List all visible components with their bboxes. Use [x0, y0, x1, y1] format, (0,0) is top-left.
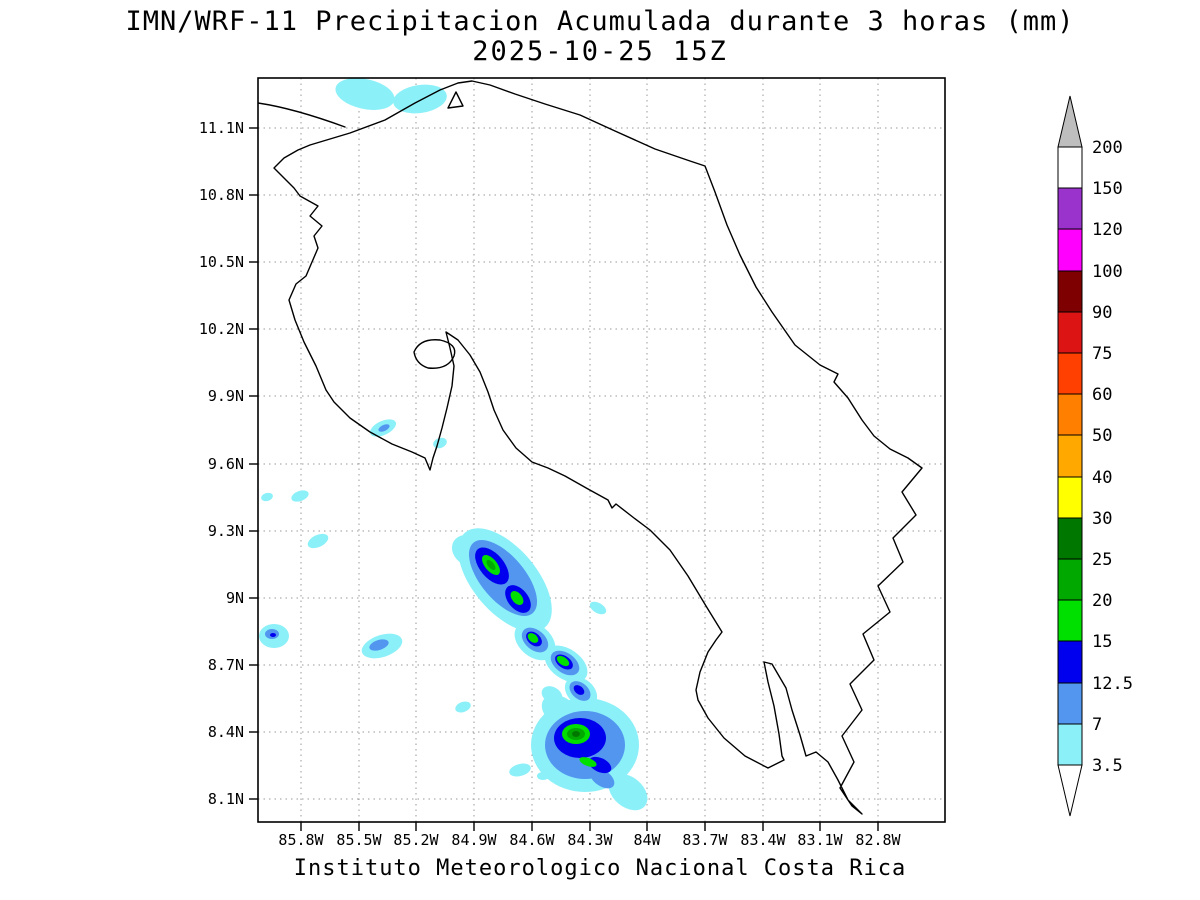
lat-tick-label: 8.4N: [208, 723, 244, 741]
precip-blob: [541, 686, 563, 704]
costa-rica-coastline: [273, 80, 923, 815]
colorbar-cell: [1057, 434, 1083, 478]
precip-blob: [486, 560, 496, 570]
colorbar-label: 75: [1092, 344, 1112, 364]
isla-chira-outline: [413, 339, 456, 369]
lon-tick-label: 82.8W: [855, 831, 901, 849]
colorbar-label: 100: [1092, 262, 1123, 282]
latitude-axis: 11.1N 10.8N 10.5N 10.2N 9.9N 9.6N 9.3N 9…: [199, 119, 244, 808]
colorbar-label: 12.5: [1092, 674, 1133, 694]
precip-blob: [261, 492, 273, 502]
colorbar-cell: [1057, 352, 1083, 395]
lon-tick-label: 84.9W: [451, 831, 497, 849]
colorbar-cell: [1057, 682, 1083, 725]
precip-blob: [556, 655, 570, 667]
colorbar-label: 40: [1092, 468, 1112, 488]
lat-tick-label: 8.1N: [208, 790, 244, 808]
lon-tick-label: 85.8W: [278, 831, 324, 849]
precip-blob: [307, 533, 329, 549]
colorbar-label: 50: [1092, 426, 1112, 446]
lon-tick-label: 83.1W: [797, 831, 843, 849]
lon-tick-label: 84.6W: [509, 831, 555, 849]
institution-credit: Instituto Meteorologico Nacional Costa R…: [293, 856, 907, 881]
longitude-axis: 85.8W 85.5W 85.2W 84.9W 84.6W 84.3W 84W …: [278, 831, 901, 849]
lon-tick-label: 84.3W: [567, 831, 613, 849]
precip-level-25mm: [572, 731, 580, 737]
colorbar-label: 7: [1092, 715, 1102, 735]
precip-level-3.5mm: [259, 78, 648, 811]
colorbar-label: 150: [1092, 179, 1123, 199]
lon-tick-label: 83.4W: [740, 831, 786, 849]
precip-blob: [369, 639, 389, 651]
graticule-gridlines: [258, 78, 945, 822]
colorbar-label: 15: [1092, 632, 1112, 652]
colorbar-cell: [1057, 187, 1083, 230]
lat-tick-label: 8.7N: [208, 656, 244, 674]
colorbar-cell: [1057, 723, 1083, 766]
colorbar-cell: [1057, 393, 1083, 436]
lat-tick-label: 10.5N: [199, 253, 244, 271]
colorbar-label: 30: [1092, 509, 1112, 529]
colorbar-label: 60: [1092, 385, 1112, 405]
precip-shading-layer: [259, 78, 648, 811]
valid-time-subtitle: 2025-10-25 15Z: [472, 36, 728, 67]
precip-blob: [588, 756, 612, 774]
precip-blob: [291, 490, 309, 502]
colorbar-cell: [1057, 517, 1083, 560]
lon-tick-label: 84W: [633, 831, 661, 849]
colorbar-label: 25: [1092, 550, 1112, 570]
precip-blob: [572, 731, 580, 737]
colorbar-over-triangle: [1057, 95, 1083, 148]
colorbar-cell: [1057, 146, 1083, 189]
lat-tick-label: 9.3N: [208, 522, 244, 540]
colorbar-cell: [1057, 640, 1083, 684]
colorbar: 200 150 120 100 90 75 60 50 40 30 25 20 …: [1057, 95, 1133, 817]
colorbar-cell: [1057, 476, 1083, 519]
colorbar-cell: [1057, 599, 1083, 642]
precip-blob: [433, 437, 447, 449]
colorbar-label: 200: [1092, 138, 1123, 158]
lat-tick-label: 9.9N: [208, 387, 244, 405]
colorbar-cell: [1057, 270, 1083, 313]
precip-blob: [527, 633, 539, 643]
lat-tick-label: 9N: [226, 589, 244, 607]
colorbar-cell: [1057, 311, 1083, 354]
lake-nicaragua-shoreline: [258, 102, 346, 128]
precip-blob: [335, 78, 395, 110]
colorbar-label: 90: [1092, 303, 1112, 323]
precip-blob: [270, 633, 276, 637]
lon-tick-label: 83.7W: [682, 831, 728, 849]
precip-blob: [589, 601, 607, 615]
precip-blob: [393, 84, 447, 114]
page-title: IMN/WRF-11 Precipitacion Acumulada duran…: [125, 6, 1075, 37]
lon-tick-label: 85.2W: [393, 831, 439, 849]
precip-blob: [579, 757, 597, 767]
colorbar-under-triangle: [1057, 764, 1083, 817]
axis-ticks: [249, 127, 879, 831]
lat-tick-label: 11.1N: [199, 119, 244, 137]
colorbar-cell: [1057, 558, 1083, 601]
lat-tick-label: 10.2N: [199, 320, 244, 338]
lat-tick-label: 10.8N: [199, 186, 244, 204]
lon-tick-label: 85.5W: [336, 831, 382, 849]
colorbar-label: 3.5: [1092, 756, 1123, 776]
colorbar-label: 120: [1092, 220, 1123, 240]
precip-blob: [509, 763, 531, 777]
coastline-layer: [258, 80, 923, 815]
precip-blob: [455, 701, 471, 713]
precip-blob: [573, 685, 585, 695]
colorbar-label: 20: [1092, 591, 1112, 611]
precip-blob: [589, 767, 615, 789]
lake-island-outline: [447, 91, 464, 109]
precip-blob: [510, 591, 524, 605]
precip-blob: [378, 424, 390, 432]
lat-tick-label: 9.6N: [208, 455, 244, 473]
precip-blob: [608, 773, 648, 811]
plot-frame: [257, 77, 946, 823]
colorbar-cell: [1057, 228, 1083, 272]
